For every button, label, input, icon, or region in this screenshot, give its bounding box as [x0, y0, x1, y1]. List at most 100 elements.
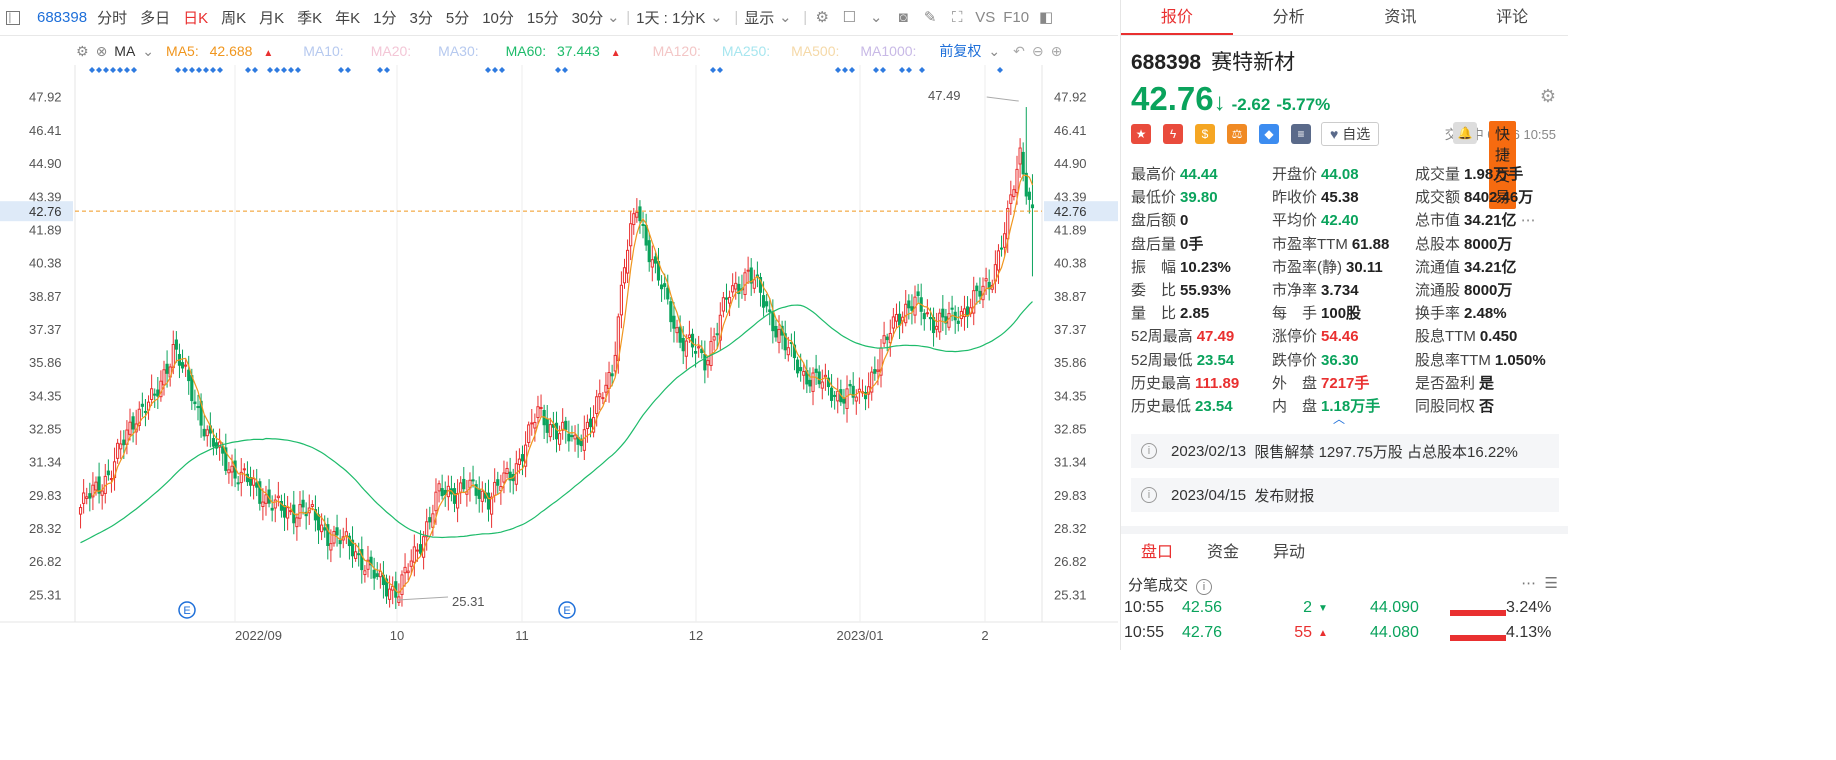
- stat-cell: 外 盘 7217手: [1272, 372, 1415, 393]
- adjust-button[interactable]: 前复权: [939, 43, 982, 59]
- candle-body: [1018, 147, 1022, 165]
- period-tab-6[interactable]: 年K: [335, 10, 361, 27]
- y-tick-label: 25.31: [1054, 587, 1087, 602]
- tab-orderbook[interactable]: 盘口: [1141, 544, 1174, 561]
- close-icon[interactable]: ⊗: [95, 42, 108, 59]
- period-tab-4[interactable]: 月K: [259, 10, 285, 27]
- period-tab-2[interactable]: 日K: [183, 10, 209, 27]
- y-tick-label: 34.35: [1054, 388, 1087, 403]
- zoom-in-icon[interactable]: ⊕: [1050, 42, 1063, 59]
- stat-cell: 跌停价 36.30: [1272, 349, 1415, 370]
- candle-body: [196, 406, 200, 409]
- period-tab-0[interactable]: 分时: [97, 10, 128, 27]
- stat-label: 是否盈利: [1415, 374, 1476, 392]
- chevron-down-icon[interactable]: ⌄: [779, 8, 792, 26]
- scale-icon[interactable]: ⚖: [1227, 124, 1247, 144]
- list-icon[interactable]: ☰: [1544, 575, 1558, 592]
- candle-body: [795, 359, 800, 374]
- period-tab-12[interactable]: 30分: [571, 10, 604, 27]
- stock-code-link[interactable]: 688398: [37, 9, 88, 26]
- info-icon[interactable]: i: [1196, 579, 1213, 595]
- watchlist-button[interactable]: ♥ 自选: [1321, 122, 1380, 146]
- settings-icon[interactable]: ⚙: [1539, 86, 1556, 106]
- sidebar-toggle-icon[interactable]: ▏: [6, 10, 20, 25]
- candle-body: [820, 381, 824, 389]
- y-tick-label: 41.89: [29, 222, 62, 237]
- candle-body: [1003, 233, 1007, 248]
- y-tick-label: 46.41: [1054, 123, 1087, 138]
- candle-body: [922, 313, 926, 320]
- pen-icon[interactable]: ✎: [923, 8, 937, 26]
- kline-chart[interactable]: 2022/09 10 11 12 2023/01 2 47.92 47.92 46.41 46.4…: [0, 37, 1118, 650]
- period-tab-3[interactable]: 周K: [221, 10, 247, 27]
- indicator-type[interactable]: MA: [114, 43, 136, 59]
- lightning-icon[interactable]: ϟ: [1163, 124, 1183, 144]
- chevron-down-icon[interactable]: ⌄: [606, 8, 620, 26]
- period-select[interactable]: 1天 : 1分K: [636, 10, 706, 27]
- period-tab-1[interactable]: 多日: [140, 10, 171, 27]
- period-tab-7[interactable]: 1分: [373, 10, 397, 27]
- signal-marker: [555, 67, 561, 73]
- period-tab-11[interactable]: 15分: [526, 10, 559, 27]
- square-icon[interactable]: ☐: [842, 8, 856, 26]
- candle-body: [202, 428, 206, 437]
- more-icon[interactable]: ⋯: [1516, 212, 1536, 230]
- flag-icon[interactable]: ★: [1131, 124, 1151, 144]
- fast-trade-button[interactable]: 快捷交易: [1489, 121, 1517, 209]
- chevron-down-icon[interactable]: ⌄: [869, 8, 883, 26]
- tab-quote[interactable]: 报价: [1121, 0, 1233, 35]
- notice-report[interactable]: i 2023/04/15 发布财报: [1131, 478, 1559, 512]
- period-tab-9[interactable]: 5分: [445, 10, 470, 27]
- candle-body: [761, 295, 766, 308]
- chevron-down-icon[interactable]: ⌄: [710, 8, 723, 26]
- tag-icon[interactable]: ◆: [1259, 124, 1279, 144]
- down-arrow-icon: ↓: [1213, 89, 1226, 116]
- display-button[interactable]: 显示: [744, 10, 775, 27]
- notice-unlock[interactable]: i 2023/02/13 限售解禁 1297.75万股 占总股本16.22%: [1131, 434, 1559, 468]
- candle-body: [360, 549, 364, 571]
- candle-body: [644, 224, 648, 246]
- candle-body: [520, 454, 525, 462]
- undo-icon[interactable]: ↶: [1013, 42, 1025, 59]
- more-icon[interactable]: ⋯: [1521, 575, 1537, 592]
- settings-icon[interactable]: ⚙: [815, 8, 829, 26]
- candle-body: [579, 438, 583, 447]
- tab-analysis[interactable]: 分析: [1272, 9, 1305, 26]
- stat-label: 最低价: [1131, 189, 1177, 207]
- tab-news[interactable]: 资讯: [1384, 9, 1417, 26]
- vs-button[interactable]: VS: [975, 9, 996, 26]
- coins-icon[interactable]: $: [1195, 124, 1215, 144]
- candle-body: [635, 211, 639, 218]
- chevron-down-icon[interactable]: ⌄: [142, 42, 155, 59]
- candle-body: [313, 509, 318, 521]
- camera-icon[interactable]: ◙: [898, 8, 908, 26]
- collapse-caret-icon[interactable]: ︿: [1333, 412, 1346, 426]
- tab-comments[interactable]: 评论: [1496, 9, 1529, 26]
- tab-alerts[interactable]: 异动: [1273, 544, 1306, 561]
- stat-value: 61.88: [1351, 235, 1390, 253]
- candle-body: [471, 479, 475, 482]
- chevron-down-icon[interactable]: ⌄: [988, 42, 1001, 59]
- candle-body: [938, 312, 942, 333]
- document-icon[interactable]: ≡: [1291, 124, 1311, 144]
- candle-body: [493, 481, 497, 496]
- candle-body: [749, 267, 753, 284]
- period-tab-8[interactable]: 3分: [409, 10, 433, 27]
- settings-icon[interactable]: ⚙: [76, 42, 89, 59]
- zoom-out-icon[interactable]: ⊖: [1031, 42, 1044, 59]
- candle-body: [854, 396, 858, 402]
- stat-label: 52周最低: [1131, 351, 1193, 369]
- period-tab-10[interactable]: 10分: [482, 10, 514, 27]
- candle-body: [675, 327, 679, 334]
- candle-body: [712, 336, 716, 341]
- fullscreen-icon[interactable]: ⛶: [951, 8, 963, 26]
- bell-icon[interactable]: 🔔: [1453, 122, 1477, 144]
- stat-value: 42.40: [1321, 212, 1359, 230]
- tab-funds[interactable]: 资金: [1207, 544, 1240, 561]
- y-tick-label: 47.92: [1054, 90, 1087, 105]
- candle-body: [286, 507, 290, 519]
- panel-icon[interactable]: ◧: [1038, 8, 1054, 26]
- period-tabs: 分时 多日 日K 周K 月K 季K 年K 1分 3分 5分 10分 15分 30分: [97, 7, 616, 28]
- f10-button[interactable]: F10: [1003, 9, 1030, 26]
- period-tab-5[interactable]: 季K: [297, 10, 323, 27]
